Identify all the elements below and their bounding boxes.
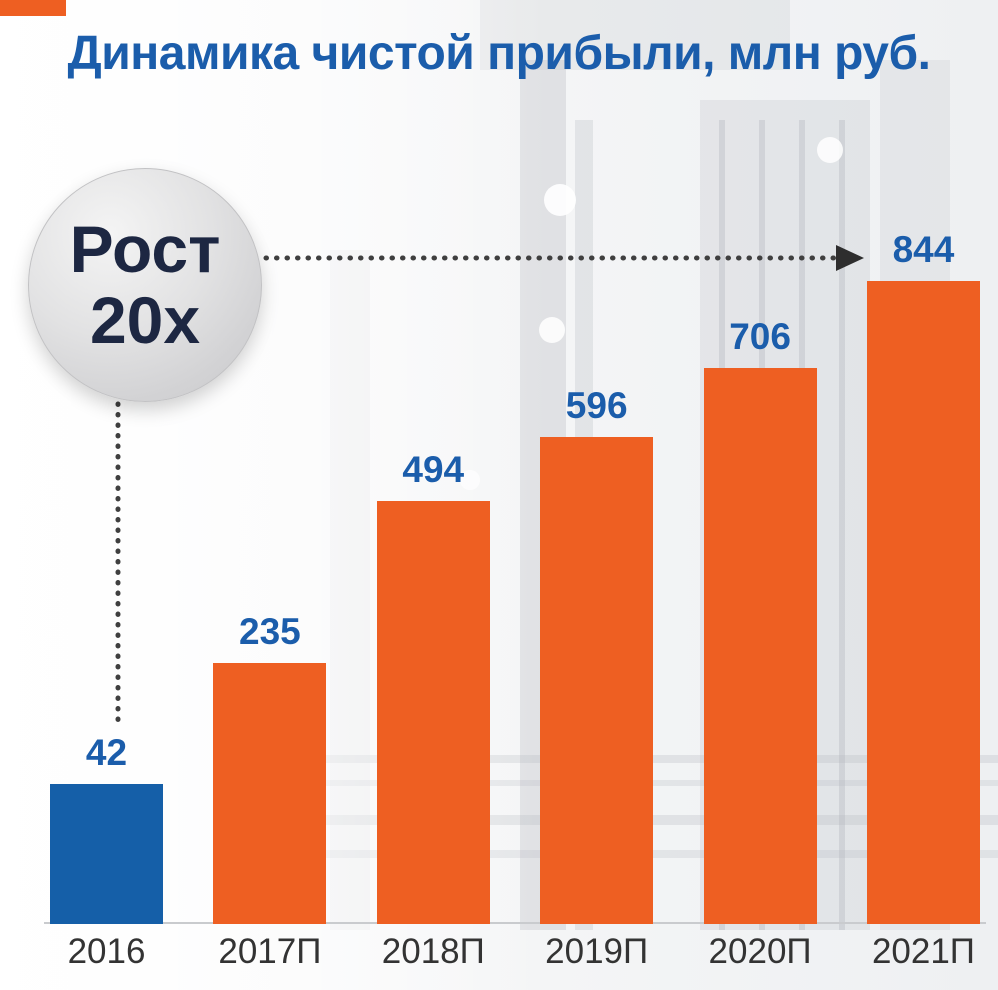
- bar-column: 706 2020П: [703, 316, 817, 980]
- bar-column: 494 2018П: [376, 449, 490, 980]
- bar: [213, 663, 327, 924]
- bar-category-label: 2018П: [381, 932, 485, 971]
- chart-title: Динамика чистой прибыли, млн руб.: [67, 27, 931, 80]
- bar: [50, 784, 163, 924]
- bar-value-label: 494: [402, 449, 465, 490]
- bar-category-label: 2020П: [708, 932, 812, 971]
- bar-category-label: 2017П: [218, 932, 322, 971]
- bar-value-label: 42: [85, 732, 128, 773]
- corner-accent: [0, 0, 66, 16]
- bar-category-label: 2019П: [545, 932, 649, 971]
- bar-value-label: 596: [565, 385, 628, 426]
- growth-annotation-line1: Рост: [69, 211, 221, 286]
- bar-value-label: 235: [239, 611, 301, 652]
- bar: [866, 281, 980, 924]
- bar-category-label: 2021П: [871, 932, 975, 971]
- bar-column: 42 2016: [50, 732, 163, 980]
- bar-column: 596 2019П: [540, 385, 654, 980]
- bar: [540, 437, 654, 924]
- bar: [376, 501, 490, 924]
- bar-category-label: 2016: [67, 932, 146, 971]
- bar-value-label: 844: [892, 229, 955, 270]
- bar-column: 844 2021П: [866, 229, 980, 980]
- bar-column: 235 2017П: [213, 611, 327, 980]
- bar: [703, 368, 817, 924]
- bar-value-label: 706: [729, 316, 791, 357]
- growth-annotation-line2: 20х: [89, 283, 201, 357]
- growth-annotation-circle: Рост 20х: [28, 168, 262, 402]
